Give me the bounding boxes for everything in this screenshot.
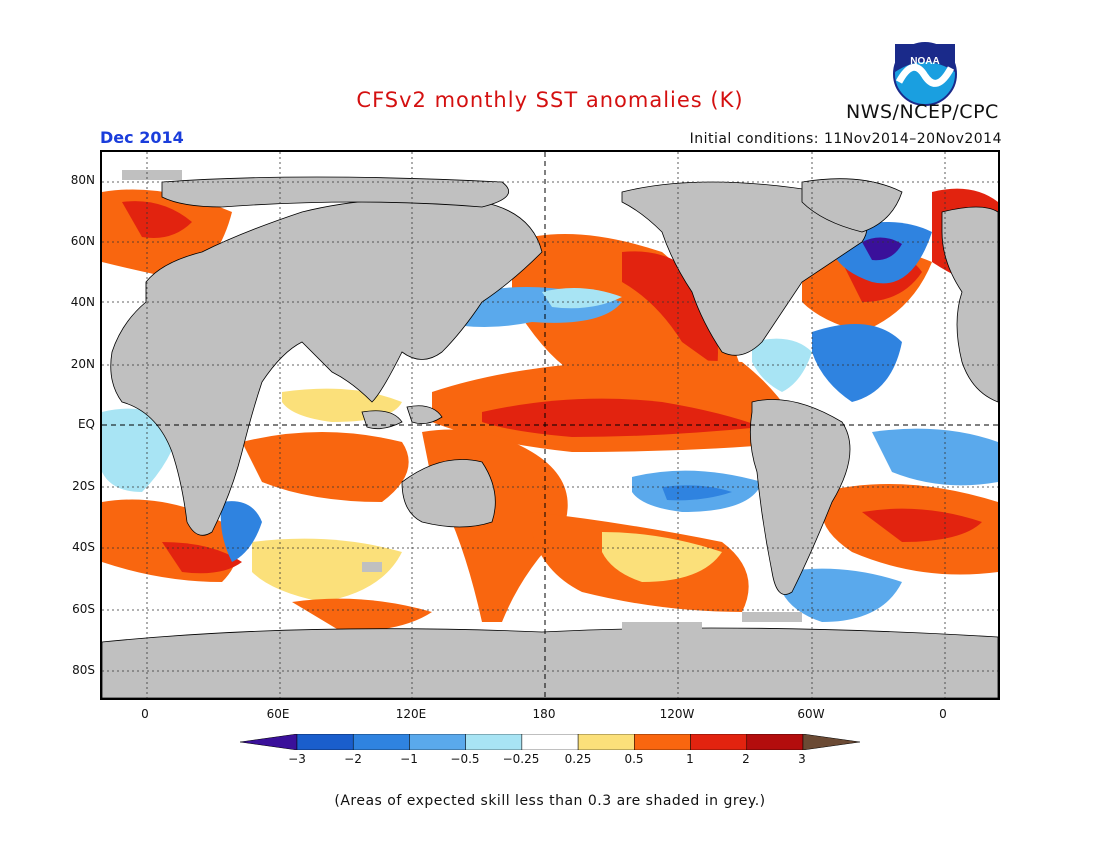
lat-label-40s: 40S xyxy=(72,540,95,554)
colorbar-segment xyxy=(690,734,748,750)
svg-text:NOAA: NOAA xyxy=(910,56,939,67)
lat-label-60n: 60N xyxy=(70,234,95,248)
colorbar-segment xyxy=(521,734,579,750)
colorbar-segment xyxy=(352,734,410,750)
colorbar-tick: 3 xyxy=(798,752,806,766)
valid-month-label: Dec 2014 xyxy=(100,128,184,147)
colorbar-tick: −3 xyxy=(288,752,306,766)
colorbar-segments xyxy=(296,734,804,750)
lat-label-eq: EQ xyxy=(77,417,95,431)
map-title: CFSv2 monthly SST anomalies (K) xyxy=(356,88,744,112)
lon-label-60w: 60W xyxy=(797,707,825,721)
colorbar xyxy=(240,734,860,750)
anomaly-patches xyxy=(102,188,998,663)
colorbar-segment xyxy=(296,734,354,750)
lon-label-120e: 120E xyxy=(395,707,427,721)
lat-label-80s: 80S xyxy=(72,663,95,677)
sst-anomaly-map xyxy=(100,150,1000,700)
colorbar-tick: 1 xyxy=(686,752,694,766)
colorbar-tick: 0.5 xyxy=(624,752,644,766)
colorbar-min-arrow xyxy=(240,734,298,750)
colorbar-segment xyxy=(577,734,635,750)
colorbar-tick: 0.25 xyxy=(564,752,592,766)
map-canvas xyxy=(102,152,998,698)
initial-conditions-label: Initial conditions: 11Nov2014–20Nov2014 xyxy=(689,131,1002,147)
grid-lines xyxy=(102,152,998,698)
colorbar-segment xyxy=(746,734,804,750)
colorbar-segment xyxy=(409,734,466,750)
colorbar-tick: −0.5 xyxy=(450,752,480,766)
colorbar-segment xyxy=(634,734,691,750)
lon-label-0-left: 0 xyxy=(141,707,149,721)
lon-label-0-right: 0 xyxy=(939,707,947,721)
low-skill-areas xyxy=(122,170,802,630)
colorbar-tick: −1 xyxy=(400,752,418,766)
colorbar-tick: −0.25 xyxy=(502,752,540,766)
lon-label-60e: 60E xyxy=(266,707,290,721)
lat-label-60s: 60S xyxy=(72,602,95,616)
land-masses xyxy=(102,176,998,698)
colorbar-segment xyxy=(465,734,523,750)
colorbar-tick: 2 xyxy=(742,752,750,766)
lon-label-120w: 120W xyxy=(659,707,695,721)
colorbar-tick: −2 xyxy=(344,752,362,766)
skill-footnote: (Areas of expected skill less than 0.3 a… xyxy=(334,793,766,809)
colorbar-max-arrow xyxy=(802,734,860,750)
noaa-logo: NOAA xyxy=(893,42,957,106)
lat-label-80n: 80N xyxy=(70,173,95,187)
equator-and-dateline xyxy=(102,152,998,698)
organization-label: NWS/NCEP/CPC xyxy=(846,101,999,123)
lat-label-20n: 20N xyxy=(70,357,95,371)
lat-label-20s: 20S xyxy=(72,479,95,493)
lat-label-40n: 40N xyxy=(70,295,95,309)
lon-label-180: 180 xyxy=(532,707,556,721)
